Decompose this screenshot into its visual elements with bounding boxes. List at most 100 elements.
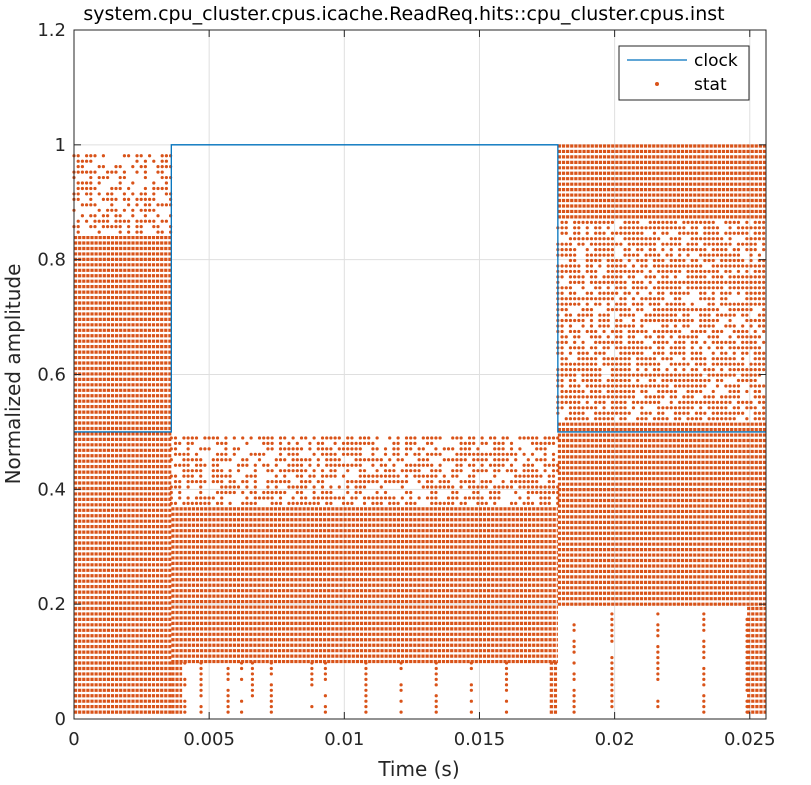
stat-point	[606, 237, 610, 241]
stat-point	[745, 269, 749, 274]
stat-point	[606, 248, 610, 252]
stat-point	[269, 694, 273, 698]
stat-point	[745, 297, 749, 301]
stat-point	[577, 226, 581, 230]
stat-point	[606, 417, 610, 421]
stat-point	[551, 479, 556, 484]
stat-point	[598, 324, 602, 328]
stat-point	[278, 441, 283, 445]
stat-point	[488, 496, 493, 500]
stat-point	[602, 406, 606, 410]
stat-point	[644, 346, 648, 350]
stat-point	[228, 479, 232, 484]
stat-point	[585, 231, 589, 235]
stat-point	[715, 275, 720, 279]
stat-point	[547, 474, 551, 478]
stat-point	[623, 351, 627, 355]
stat-point	[598, 395, 602, 399]
stat-point	[269, 672, 273, 676]
stat-point	[236, 469, 241, 473]
stat-point	[598, 242, 602, 246]
stat-point	[547, 479, 551, 484]
stat-point	[463, 479, 467, 484]
stat-point	[657, 313, 661, 317]
stat-point	[522, 474, 526, 478]
stat-point	[501, 463, 505, 467]
stat-point	[131, 208, 135, 212]
stat-point	[530, 501, 535, 506]
stat-point	[690, 275, 694, 279]
stat-point	[581, 411, 585, 415]
stat-point	[703, 275, 707, 279]
stat-point	[226, 699, 230, 703]
stat-point	[745, 291, 749, 295]
stat-point	[631, 340, 636, 344]
stat-point	[504, 661, 509, 665]
stat-point	[644, 253, 648, 257]
stat-point	[585, 264, 589, 268]
stat-point	[581, 395, 585, 399]
stat-point	[375, 469, 379, 473]
stat-point	[455, 452, 459, 456]
stat-point	[623, 248, 627, 252]
stat-point	[539, 441, 543, 445]
stat-point	[270, 496, 274, 500]
stat-point	[392, 474, 396, 478]
stat-point	[323, 694, 327, 698]
stat-point	[606, 324, 610, 328]
stat-point	[619, 389, 623, 394]
stat-point	[753, 373, 757, 377]
stat-point	[283, 479, 287, 484]
stat-point	[139, 230, 143, 234]
stat-point	[85, 203, 89, 207]
stat-point	[690, 302, 694, 306]
stat-point	[560, 318, 564, 323]
stat-point	[749, 362, 753, 366]
stat-point	[425, 452, 430, 456]
stat-point	[169, 447, 173, 451]
stat-point	[594, 248, 598, 252]
stat-point	[736, 231, 741, 235]
stat-point	[190, 441, 194, 445]
stat-point	[535, 490, 539, 495]
stat-point	[245, 479, 249, 484]
stat-point	[615, 411, 619, 415]
stat-point	[505, 458, 509, 462]
stat-point	[610, 683, 614, 687]
stat-point	[413, 469, 417, 473]
stat-point	[577, 335, 581, 339]
stat-point	[640, 357, 644, 361]
stat-point	[757, 297, 762, 301]
stat-point	[585, 351, 589, 355]
stat-point	[615, 264, 619, 268]
stat-point	[362, 436, 367, 440]
stat-point	[657, 417, 661, 421]
stat-point	[148, 154, 152, 158]
stat-point	[757, 275, 762, 279]
stat-point	[400, 479, 404, 484]
stat-point	[610, 623, 614, 627]
stat-point	[619, 378, 623, 383]
stat-point	[143, 165, 147, 169]
stat-point	[762, 340, 766, 344]
stat-point	[299, 447, 304, 451]
stat-point	[329, 436, 333, 440]
stat-point	[518, 474, 522, 478]
stat-point	[371, 463, 375, 467]
stat-point	[101, 154, 105, 158]
stat-point	[547, 436, 551, 440]
stat-point	[560, 400, 564, 404]
stat-point	[657, 389, 661, 394]
stat-point	[636, 329, 640, 334]
stat-point	[623, 378, 627, 383]
stat-point	[76, 165, 80, 169]
stat-point	[320, 452, 325, 456]
stat-point	[736, 406, 741, 410]
stat-point	[350, 463, 354, 467]
stat-point	[400, 485, 404, 489]
stat-point	[585, 329, 589, 334]
stat-point	[694, 384, 699, 388]
stat-point	[139, 192, 143, 196]
stat-point	[589, 280, 594, 284]
stat-point	[702, 628, 706, 632]
